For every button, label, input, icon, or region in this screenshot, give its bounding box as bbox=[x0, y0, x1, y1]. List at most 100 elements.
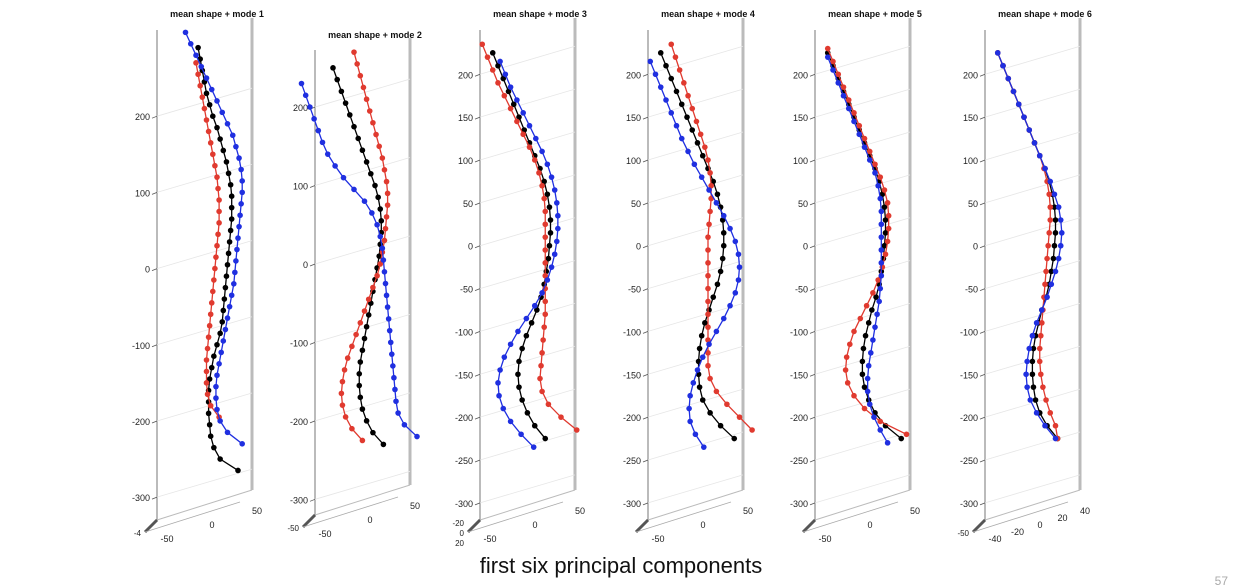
data-point-mean bbox=[1048, 268, 1055, 275]
data-point-minus bbox=[1031, 140, 1038, 146]
floor-depth-edge bbox=[971, 518, 987, 534]
floor-depth-edge bbox=[466, 518, 482, 534]
data-point-minus bbox=[720, 315, 727, 322]
data-point-plus bbox=[877, 418, 884, 425]
data-point-mean bbox=[689, 127, 696, 133]
grid-line bbox=[479, 217, 576, 247]
data-point-mean bbox=[710, 294, 717, 300]
data-point-minus bbox=[870, 337, 876, 343]
data-point-mean bbox=[879, 191, 886, 198]
data-point-plus bbox=[872, 161, 878, 168]
z-tick-label: -200 bbox=[960, 413, 978, 423]
data-point-plus bbox=[681, 80, 687, 86]
z-tick bbox=[809, 288, 816, 291]
data-point-plus bbox=[1047, 217, 1054, 223]
data-point-minus bbox=[698, 174, 705, 180]
z-tick-label: -300 bbox=[790, 499, 808, 509]
data-point-plus bbox=[197, 82, 203, 89]
z-tick bbox=[642, 159, 649, 163]
data-point-mean bbox=[206, 376, 213, 382]
z-tick bbox=[151, 420, 158, 424]
data-point-mean bbox=[377, 206, 384, 212]
data-point-mean bbox=[547, 217, 554, 223]
data-point-mean bbox=[694, 140, 701, 146]
data-point-plus bbox=[542, 298, 549, 305]
data-point-plus bbox=[1036, 358, 1043, 365]
data-point-plus bbox=[539, 350, 545, 356]
data-point-plus bbox=[885, 225, 892, 232]
data-point-minus bbox=[324, 151, 331, 157]
data-point-minus bbox=[691, 161, 698, 168]
data-point-plus bbox=[489, 67, 496, 73]
data-point-minus bbox=[877, 427, 884, 433]
z-tick-label: 200 bbox=[963, 70, 978, 80]
data-point-plus bbox=[203, 357, 210, 363]
z-tick bbox=[151, 344, 158, 348]
data-point-plus bbox=[495, 80, 501, 86]
floor-edge bbox=[984, 489, 1081, 521]
data-point-minus bbox=[877, 285, 884, 292]
z-tick bbox=[151, 268, 158, 271]
data-point-mean bbox=[359, 147, 366, 154]
data-point-minus bbox=[495, 380, 501, 386]
data-point-minus bbox=[507, 418, 514, 425]
data-point-plus bbox=[1039, 320, 1045, 326]
data-point-minus bbox=[500, 405, 507, 412]
data-point-minus bbox=[311, 116, 317, 122]
data-point-minus bbox=[663, 97, 669, 103]
data-point-mean bbox=[365, 312, 372, 318]
z-tick bbox=[979, 245, 986, 249]
data-point-mean bbox=[489, 50, 496, 56]
data-point-plus bbox=[357, 72, 364, 79]
data-point-minus bbox=[554, 238, 560, 245]
chart-panel-5: 200 150 100 50 0 -50 -100 -150 -200 -250 -300 -50 0 5… bbox=[790, 9, 922, 544]
data-point-minus bbox=[864, 388, 871, 395]
data-point-mean bbox=[225, 170, 232, 177]
chart-title: mean shape + mode 1 bbox=[170, 9, 264, 19]
data-point-minus bbox=[217, 418, 223, 424]
data-point-plus bbox=[844, 380, 851, 386]
grid-line bbox=[647, 474, 744, 504]
data-point-mean bbox=[217, 330, 223, 337]
data-point-plus bbox=[501, 92, 508, 99]
data-point-minus bbox=[1039, 307, 1045, 313]
data-point-mean bbox=[684, 114, 690, 120]
z-tick-label: 100 bbox=[293, 182, 308, 192]
data-point-mean bbox=[547, 230, 554, 236]
z-tick-label: -100 bbox=[455, 327, 473, 337]
data-point-minus bbox=[1029, 332, 1036, 339]
data-point-minus bbox=[868, 350, 874, 356]
data-point-minus bbox=[824, 54, 831, 60]
data-point-minus bbox=[856, 131, 863, 138]
z-tick bbox=[474, 331, 481, 334]
grid-line bbox=[814, 88, 911, 118]
data-point-plus bbox=[749, 427, 755, 433]
z-tick bbox=[474, 373, 481, 377]
z-tick-label: -200 bbox=[132, 417, 150, 427]
z-tick bbox=[979, 373, 986, 377]
data-point-plus bbox=[342, 414, 349, 420]
data-point-mean bbox=[1030, 345, 1037, 352]
y-tick-label: -50 bbox=[287, 524, 299, 533]
data-point-minus bbox=[523, 315, 530, 322]
data-point-mean bbox=[714, 281, 721, 288]
z-tick bbox=[309, 420, 316, 424]
data-point-plus bbox=[538, 362, 544, 369]
data-point-plus bbox=[370, 119, 376, 126]
data-point-mean bbox=[515, 371, 521, 378]
grid-line bbox=[647, 174, 744, 204]
data-point-mean bbox=[699, 152, 706, 159]
data-point-plus bbox=[207, 140, 214, 146]
data-point-mean bbox=[702, 320, 708, 326]
data-point-plus bbox=[216, 197, 222, 203]
data-point-plus bbox=[383, 178, 390, 185]
data-point-minus bbox=[208, 86, 215, 93]
data-point-minus bbox=[1026, 345, 1033, 352]
data-point-mean bbox=[714, 191, 721, 198]
z-tick bbox=[642, 202, 649, 206]
x-tick-label: 0 bbox=[532, 520, 537, 530]
data-point-mean bbox=[717, 422, 724, 429]
figure-caption: first six principal components bbox=[479, 553, 763, 578]
data-point-mean bbox=[882, 230, 889, 236]
grid-line bbox=[814, 431, 911, 461]
